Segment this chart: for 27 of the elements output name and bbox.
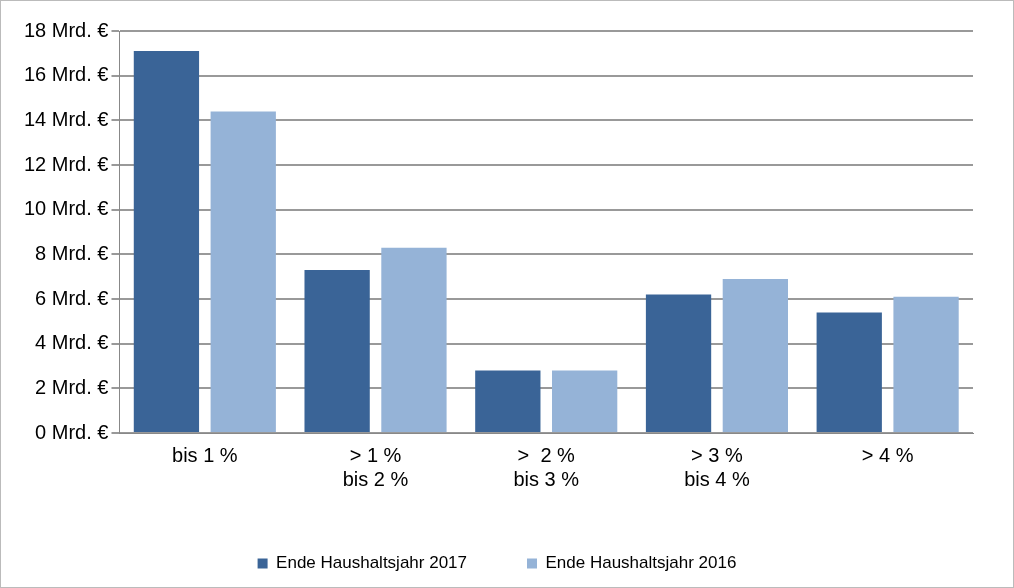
y-tick-label: 18 Mrd. € [24, 18, 109, 41]
bar [381, 247, 447, 432]
bar [475, 370, 541, 432]
y-tick-label: 6 Mrd. € [35, 286, 109, 309]
y-tick-label: 8 Mrd. € [35, 241, 109, 264]
legend-label: Ende Haushaltsjahr 2017 [276, 553, 468, 573]
y-tick-label: 4 Mrd. € [35, 331, 109, 354]
y-tick-label: 12 Mrd. € [24, 152, 109, 175]
bar [722, 278, 788, 432]
bar [304, 269, 370, 432]
x-tick-label: > 4 % [861, 443, 914, 466]
x-tick-label: bis 1 % [172, 443, 238, 466]
x-tick-label: > 3 % bis 4 % [684, 443, 750, 490]
bar [893, 296, 959, 432]
y-tick-label: 14 Mrd. € [24, 107, 109, 130]
legend-label: Ende Haushaltsjahr 2016 [545, 553, 737, 573]
x-tick-label: > 2 % bis 3 % [513, 443, 580, 490]
bar [210, 111, 276, 432]
bar [816, 312, 882, 432]
y-tick-label: 2 Mrd. € [35, 375, 109, 398]
x-tick-label: > 1 % bis 2 % [342, 443, 409, 490]
bar [645, 294, 712, 432]
y-tick-label: 10 Mrd. € [24, 197, 109, 220]
bar [133, 51, 200, 432]
y-tick-label: 0 Mrd. € [35, 420, 109, 443]
y-tick-label: 16 Mrd. € [24, 63, 109, 86]
bar [552, 370, 618, 432]
